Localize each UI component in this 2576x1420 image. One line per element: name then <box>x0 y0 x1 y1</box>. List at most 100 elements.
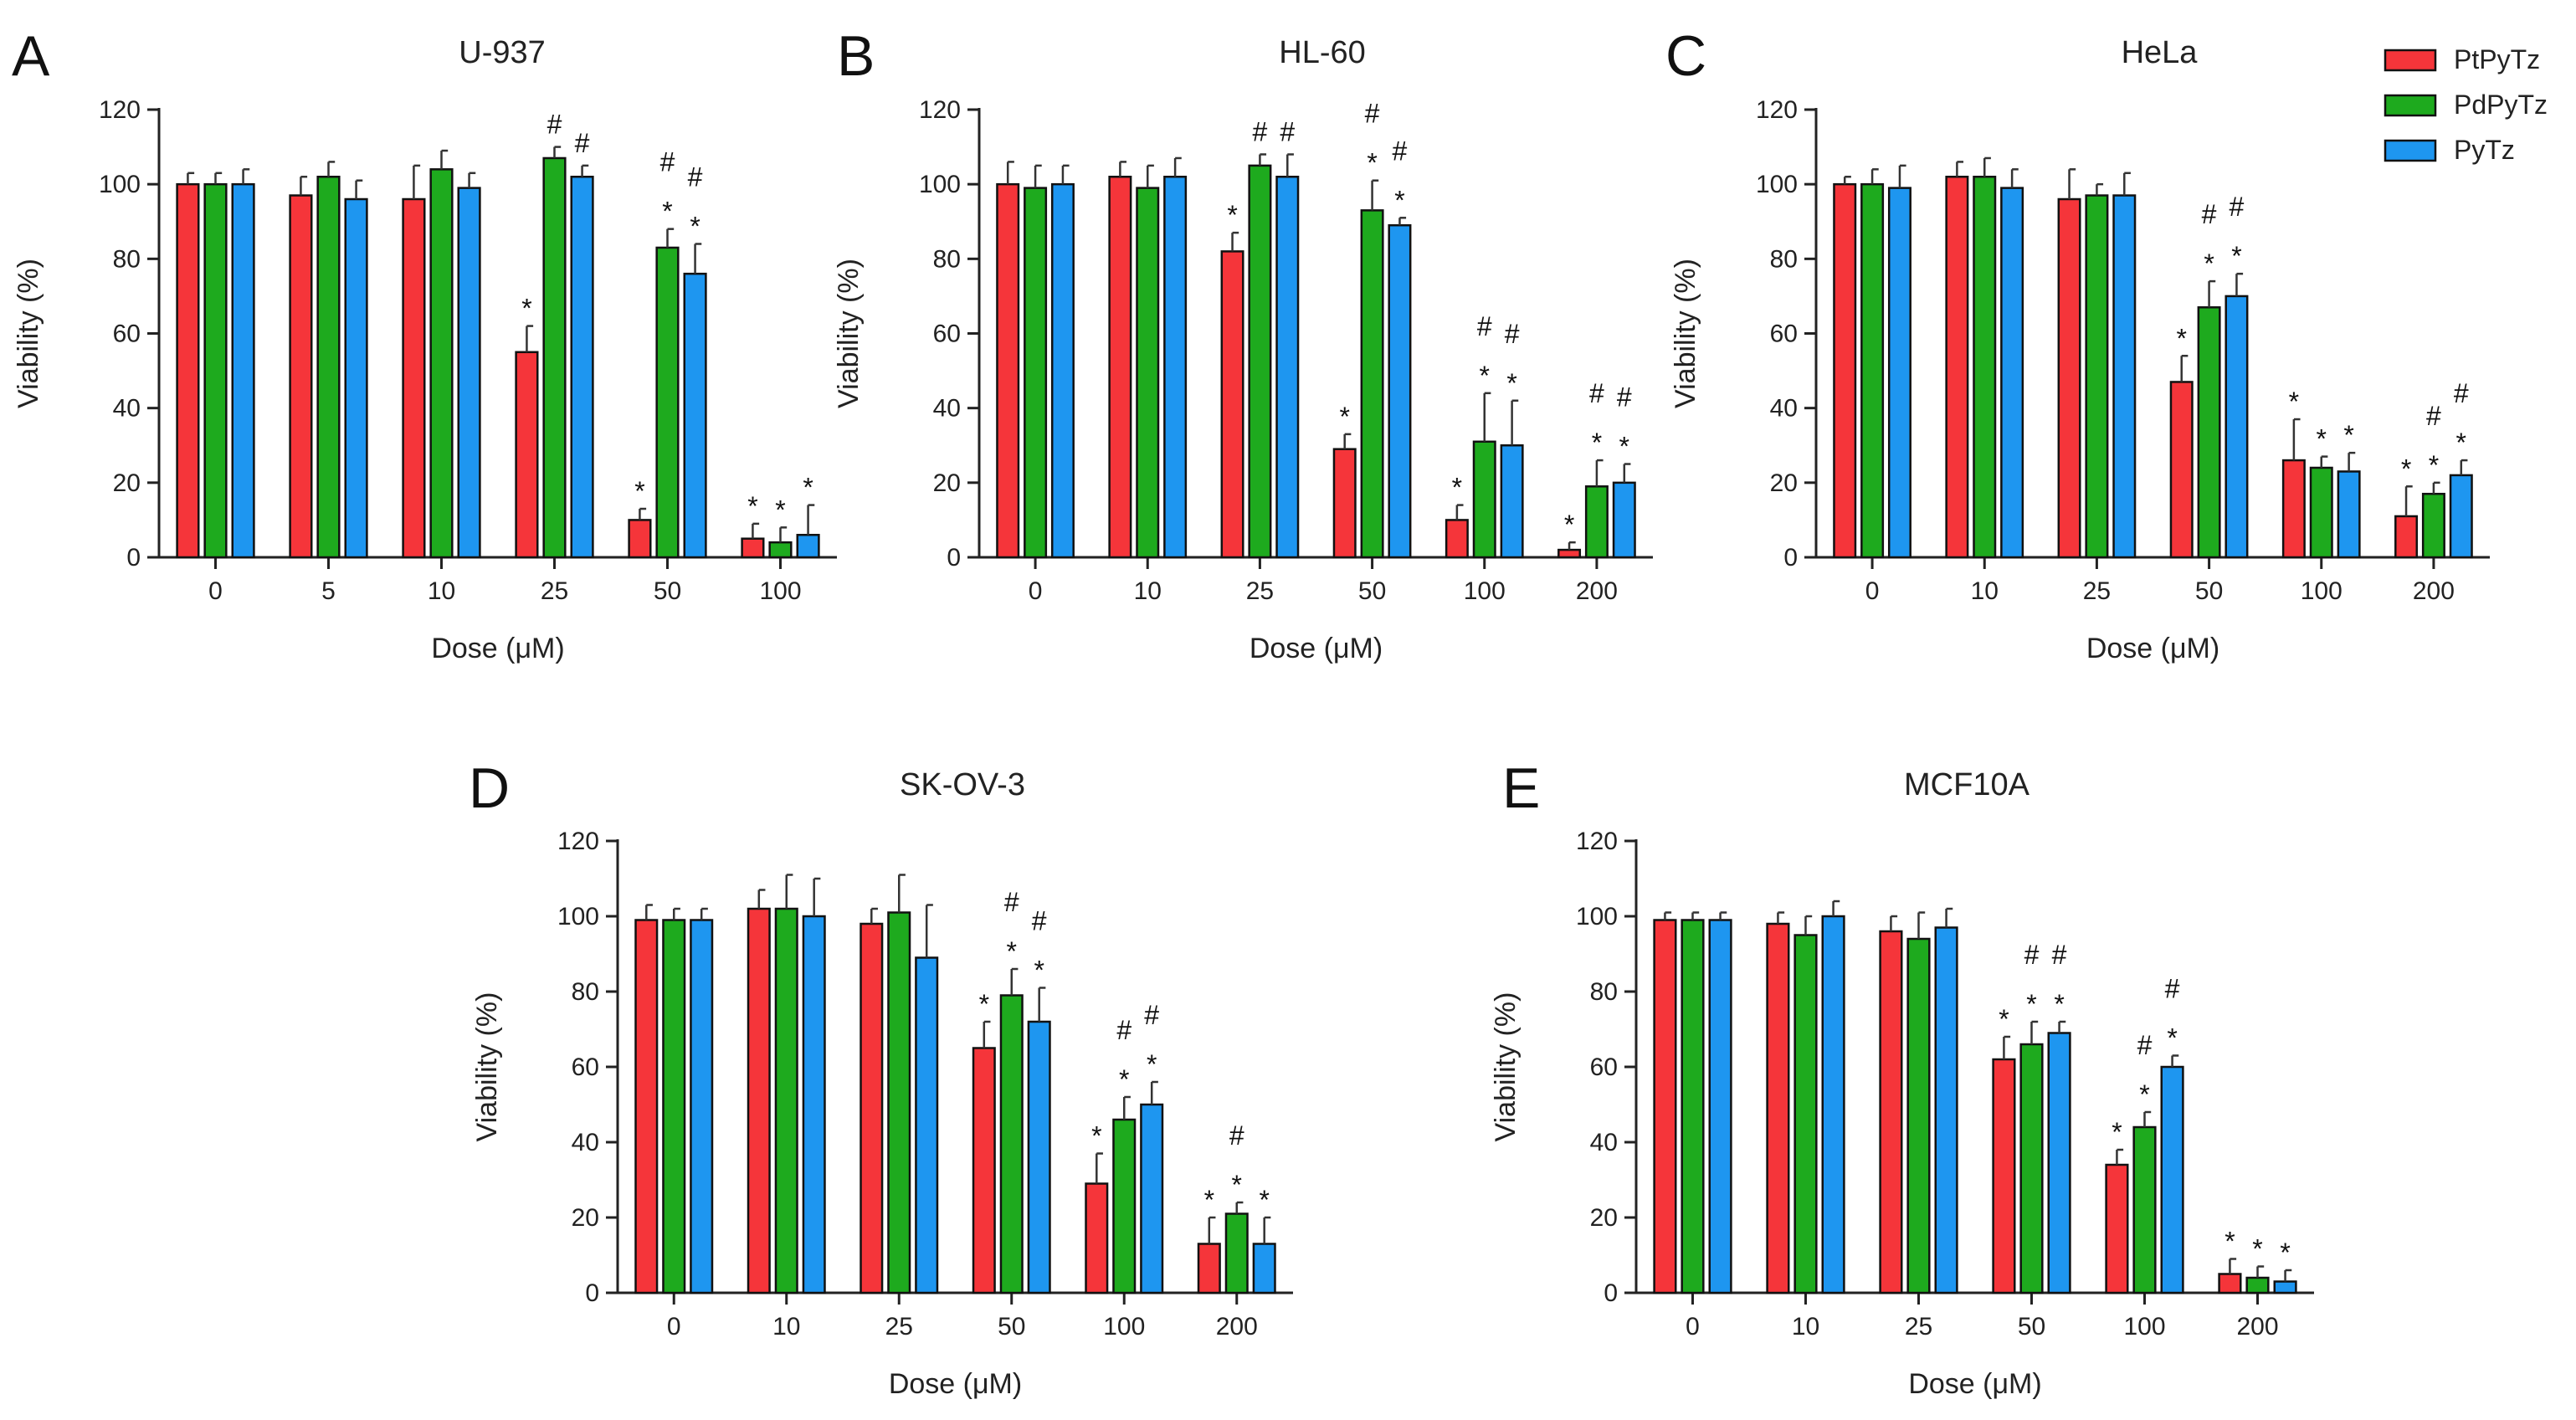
bar-pdpytz <box>203 182 228 559</box>
y-axis-label: Viability (%) <box>1490 992 1521 1142</box>
legend: PtPyTz PdPyTz PyTz <box>2384 44 2548 165</box>
bar-pdpytz <box>1906 937 1931 1294</box>
bar-ptpytz <box>1108 176 1132 559</box>
bar-ptpytz <box>1833 182 1857 559</box>
x-tick-label: 0 <box>208 577 223 605</box>
panel-letter: C <box>1665 24 1706 88</box>
bar-ptpytz <box>176 182 200 559</box>
bar-ptpytz <box>628 519 652 559</box>
bar-ptpytz <box>1445 519 1469 559</box>
x-tick-label: 0 <box>1686 1313 1700 1341</box>
bar-pytz <box>915 956 939 1294</box>
x-tick-label: 10 <box>1792 1313 1819 1341</box>
bar-ptpytz <box>634 919 659 1294</box>
bar-pytz <box>1050 182 1075 559</box>
legend-label: PdPyTz <box>2454 90 2548 120</box>
chart-title: HeLa <box>2122 35 2199 70</box>
bar-ptpytz <box>860 922 884 1294</box>
bar-pdpytz <box>1793 934 1818 1294</box>
significance-star: * <box>1147 1049 1157 1079</box>
significance-star: * <box>1619 432 1629 462</box>
x-tick-label: 0 <box>1865 577 1880 605</box>
bar-ptpytz <box>747 907 771 1294</box>
significance-star: * <box>2026 989 2036 1019</box>
bar-pdpytz <box>2309 466 2333 559</box>
significance-star: * <box>2054 989 2064 1019</box>
significance-star: * <box>775 495 785 525</box>
significance-star: * <box>2231 241 2241 271</box>
y-tick-label: 120 <box>1756 96 1798 124</box>
bar-pdpytz <box>1973 176 1997 559</box>
bar-ptpytz <box>402 197 426 559</box>
bar-pytz <box>1934 926 1958 1294</box>
bar-pytz <box>2000 187 2024 559</box>
bar-pdpytz <box>1248 164 1272 559</box>
significance-hash: # <box>1032 906 1047 936</box>
bar-pdpytz <box>1472 440 1496 559</box>
significance-star: * <box>2401 454 2411 484</box>
y-tick-label: 40 <box>113 395 141 423</box>
x-tick-label: 100 <box>759 577 801 605</box>
y-tick-label: 0 <box>1783 544 1798 572</box>
x-tick-label: 25 <box>1246 577 1274 605</box>
legend-swatch <box>2384 49 2437 72</box>
bar-pdpytz <box>316 176 341 559</box>
x-tick-label: 25 <box>541 577 568 605</box>
x-tick-label: 200 <box>2236 1313 2278 1341</box>
y-tick-label: 120 <box>919 96 961 124</box>
legend-swatch <box>2384 139 2437 162</box>
significance-star: * <box>634 476 644 506</box>
bar-pytz <box>231 182 255 559</box>
y-axis-label: Viability (%) <box>13 259 44 408</box>
x-tick-label: 25 <box>2083 577 2111 605</box>
significance-star: * <box>747 491 757 521</box>
y-tick-label: 20 <box>933 469 961 497</box>
significance-star: * <box>1204 1185 1214 1215</box>
bar-pytz <box>802 915 826 1294</box>
bar-pytz <box>690 919 714 1294</box>
significance-star: * <box>1007 936 1017 966</box>
chart-title: MCF10A <box>1904 767 2030 802</box>
x-tick-label: 50 <box>998 1313 1025 1341</box>
bar-pdpytz <box>999 994 1024 1294</box>
significance-star: * <box>2289 387 2299 417</box>
bar-pdpytz <box>662 919 686 1294</box>
significance-star: * <box>1999 1004 2009 1034</box>
bar-ptpytz <box>2218 1273 2242 1294</box>
bar-ptpytz <box>289 194 313 559</box>
y-tick-label: 100 <box>919 171 961 198</box>
significance-hash: # <box>1004 887 1019 917</box>
bar-pdpytz <box>1024 187 1048 559</box>
bar-pytz <box>1708 919 1732 1294</box>
significance-hash: # <box>1253 117 1268 147</box>
x-tick-label: 100 <box>1103 1313 1145 1341</box>
significance-star: * <box>2167 1023 2177 1053</box>
significance-hash: # <box>2052 940 2067 970</box>
bar-pytz <box>1163 176 1188 559</box>
significance-star: * <box>2204 249 2214 279</box>
y-tick-label: 60 <box>1770 320 1798 348</box>
significance-hash: # <box>2426 401 2441 431</box>
x-axis-label: Dose (μM) <box>889 1368 1022 1400</box>
significance-star: * <box>1091 1121 1101 1151</box>
panel-letter: D <box>469 756 510 820</box>
y-tick-label: 80 <box>1770 245 1798 273</box>
bar-ptpytz <box>741 537 765 559</box>
significance-hash: # <box>1116 1015 1131 1045</box>
y-tick-label: 100 <box>99 171 141 198</box>
x-tick-label: 10 <box>772 1313 800 1341</box>
significance-star: * <box>1367 148 1377 178</box>
bar-pdpytz <box>1860 182 1885 559</box>
x-tick-label: 200 <box>2413 577 2455 605</box>
y-tick-label: 40 <box>933 395 961 423</box>
y-tick-label: 100 <box>557 903 599 930</box>
significance-star: * <box>2139 1079 2149 1110</box>
bar-ptpytz <box>2105 1163 2129 1294</box>
bar-ptpytz <box>1992 1058 2016 1294</box>
x-tick-label: 50 <box>654 577 681 605</box>
bar-ptpytz <box>1766 922 1790 1294</box>
bar-pdpytz <box>2197 306 2221 559</box>
significance-star: * <box>2456 428 2466 458</box>
